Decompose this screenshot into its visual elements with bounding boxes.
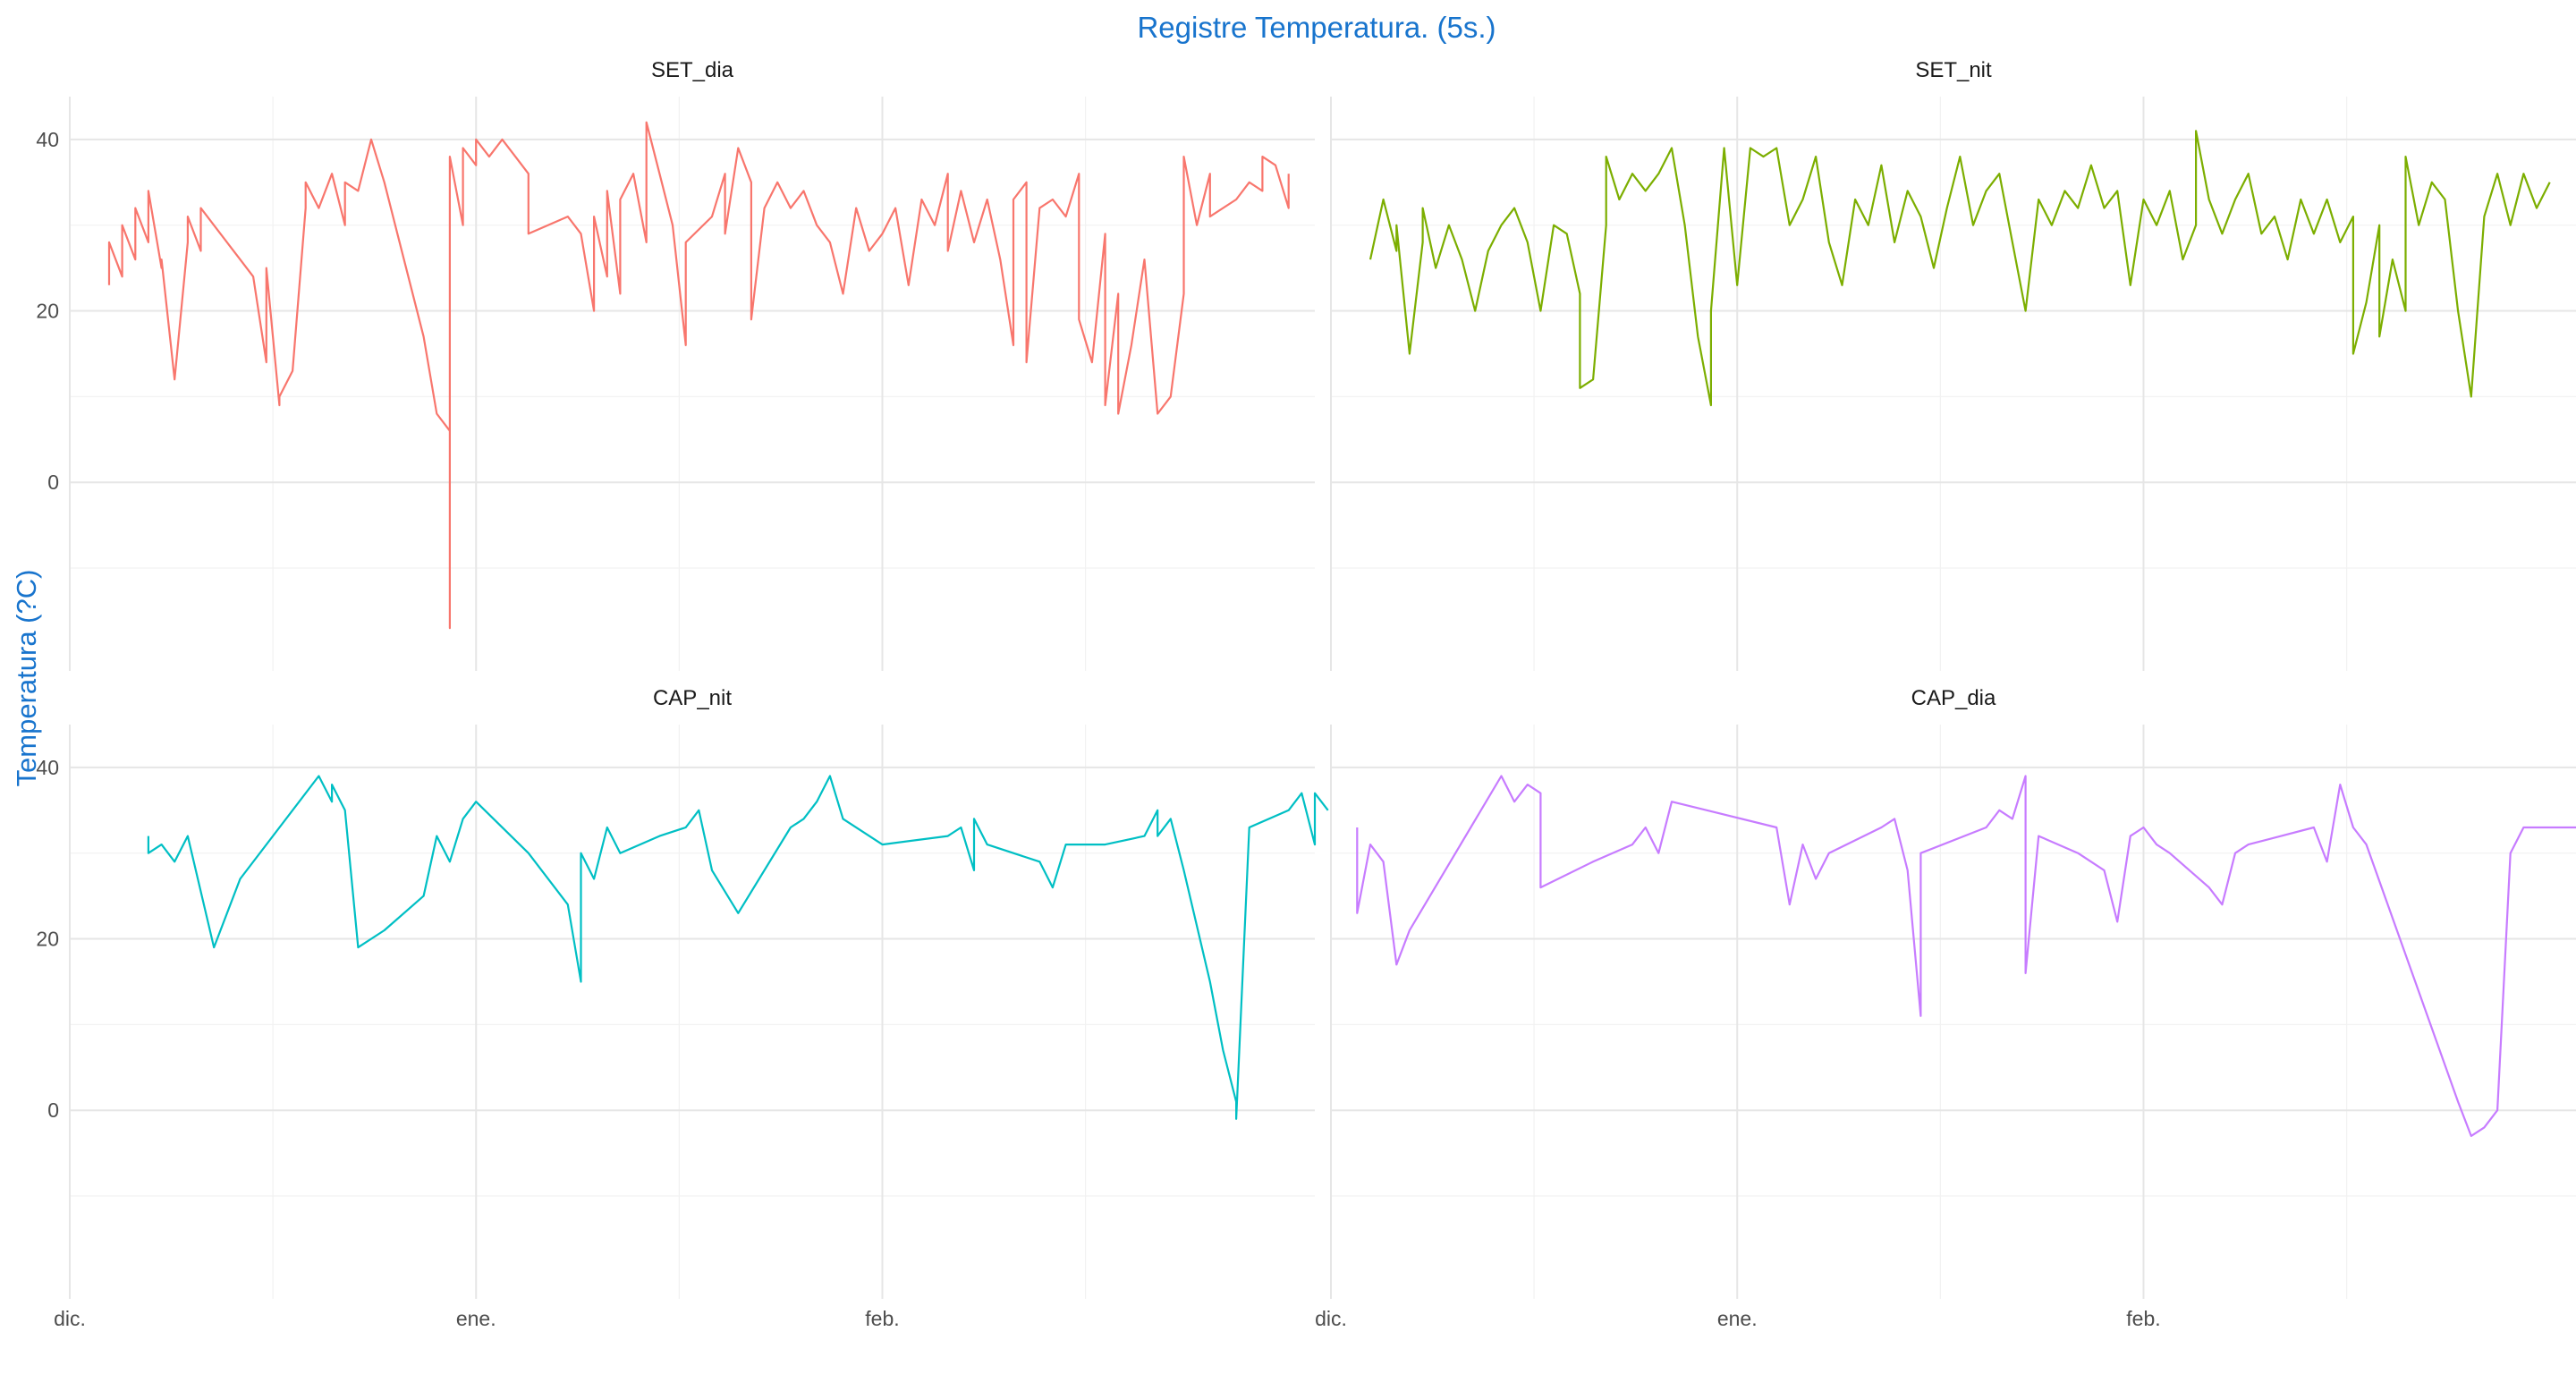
y-tick-label: 20 bbox=[36, 928, 59, 951]
series-line bbox=[1368, 130, 2551, 407]
facet-label: CAP_nit bbox=[653, 686, 732, 710]
facet-label: CAP_dia bbox=[1911, 686, 1996, 710]
facet-label: SET_dia bbox=[651, 58, 734, 82]
y-tick-label: 20 bbox=[36, 300, 59, 323]
series-line bbox=[1356, 775, 2576, 1137]
panel-cap-nit: 0 20 40 dic. ene. feb. CAP_nit bbox=[36, 686, 1329, 1330]
x-tick-label: ene. bbox=[1717, 1307, 1758, 1330]
series-line bbox=[107, 121, 1290, 630]
facet-label: SET_nit bbox=[1915, 58, 1992, 82]
x-tick-label: feb. bbox=[865, 1307, 899, 1330]
x-tick-label: feb. bbox=[2126, 1307, 2160, 1330]
y-tick-label: 40 bbox=[36, 756, 59, 779]
series-line bbox=[147, 775, 1329, 1120]
chart-title: Registre Temperatura. (5s.) bbox=[1137, 11, 1496, 44]
y-tick-label: 0 bbox=[47, 1098, 59, 1122]
panel-set-nit: SET_nit bbox=[1330, 58, 2576, 671]
y-tick-label: 0 bbox=[47, 471, 59, 494]
facet-panels: 0 20 40 SET_dia SET_nit 0 20 40 dic. ene. feb. CAP_… bbox=[36, 58, 2576, 1330]
y-tick-label: 40 bbox=[36, 128, 59, 151]
x-tick-label: dic. bbox=[54, 1307, 86, 1330]
x-tick-label: dic. bbox=[1315, 1307, 1347, 1330]
panel-set-dia: 0 20 40 SET_dia bbox=[36, 58, 1315, 671]
x-tick-label: ene. bbox=[456, 1307, 496, 1330]
panel-cap-dia: dic. ene. feb. CAP_dia bbox=[1315, 686, 2576, 1330]
y-axis-label: Temperatura (?C) bbox=[11, 570, 42, 787]
